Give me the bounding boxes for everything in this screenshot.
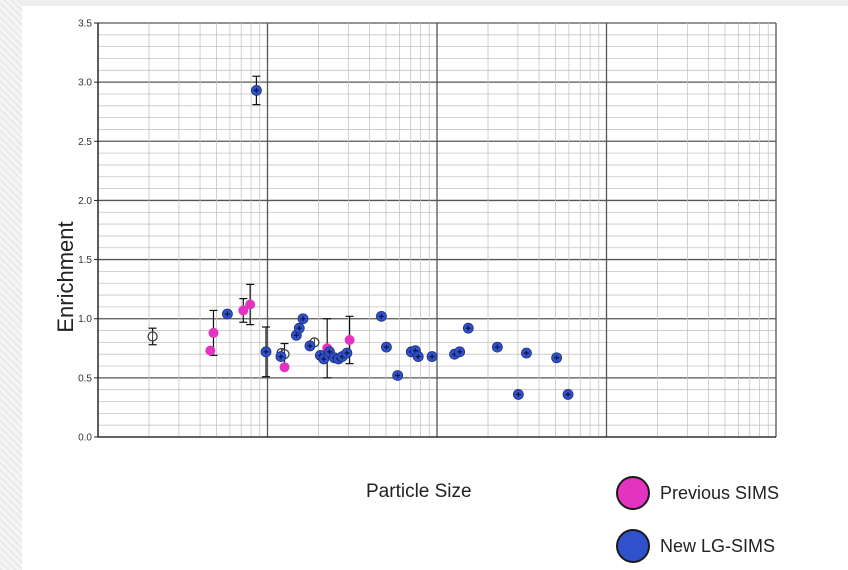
x-axis-label: Particle Size [366,481,472,502]
data-point-previous-sims [208,327,219,338]
y-tick-label: 3.0 [78,78,92,89]
axes: 0.0 0.5 1.0 1.5 2.0 2.5 3.0 3.5 [78,19,776,444]
y-tick-label: 2.0 [78,196,92,207]
scatter-chart: 0.0 0.5 1.0 1.5 2.0 2.5 3.0 3.5 [78,19,777,444]
y-tick-label: 0.0 [78,433,92,444]
legend-swatch-new-lg-sims [616,529,650,563]
y-axis-label: Enrichment [53,221,78,333]
y-tick-label: 1.5 [78,255,92,266]
data-points [147,85,574,400]
data-point-previous-sims [279,362,290,373]
slide-left-border [0,0,22,570]
data-point-previous-sims [344,335,355,346]
legend-item-previous-sims: Previous SIMS [616,476,779,510]
slide: 0.0 0.5 1.0 1.5 2.0 2.5 3.0 3.5 Enrichment Part… [22,6,848,570]
data-point-previous-sims [238,305,249,316]
slide-top-border [0,0,848,6]
legend-swatch-previous-sims [616,476,650,510]
legend-label-previous-sims: Previous SIMS [660,482,780,503]
y-tick-label: 1.0 [78,314,92,325]
y-tick-label: 2.5 [78,137,92,148]
data-point-previous-sims [245,299,256,310]
grid [97,22,777,438]
y-tick-label: 0.5 [78,373,92,384]
data-point-previous-sims [205,345,216,356]
legend-item-new-lg-sims: New LG-SIMS [616,529,775,563]
legend-label-new-lg-sims: New LG-SIMS [660,535,776,556]
y-tick-label: 3.5 [78,19,92,30]
